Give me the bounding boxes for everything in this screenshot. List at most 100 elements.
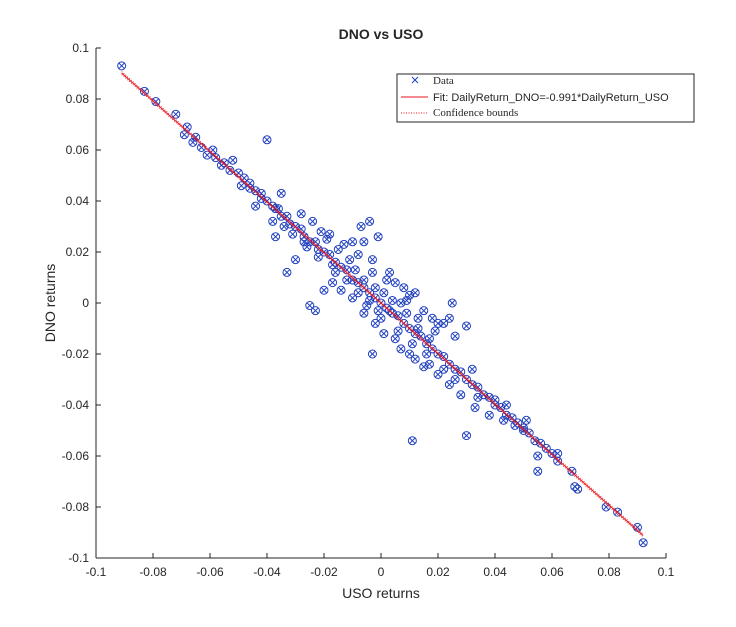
y-tick-label: 0.02: [66, 245, 90, 259]
data-point: [373, 232, 383, 242]
data-point: [427, 313, 437, 323]
fit-layer: [121, 71, 644, 538]
data-point: [282, 267, 292, 277]
data-point: [348, 237, 357, 247]
data-point: [638, 538, 648, 548]
y-tick-label: 0.1: [72, 41, 89, 55]
data-point: [236, 181, 246, 191]
legend-bounds-label: Confidence bounds: [433, 107, 518, 119]
x-axis-ticks: -0.1 -0.08 -0.06 -0.04 -0.02 0 0.02 0.04 0.06 0.0…: [86, 553, 675, 579]
data-point: [191, 132, 201, 142]
data-point: [521, 415, 531, 425]
data-point: [276, 188, 286, 198]
data-point: [376, 313, 386, 323]
legend-fit-label: Fit: DailyReturn_DNO=-0.991*DailyReturn_…: [433, 92, 669, 104]
data-point: [519, 423, 528, 433]
data-point: [336, 285, 346, 295]
x-tick-label: 0.04: [483, 565, 507, 579]
data-point: [296, 209, 306, 219]
data-point: [325, 229, 335, 239]
data-point: [367, 255, 377, 265]
data-point: [413, 313, 423, 323]
data-point: [370, 283, 380, 293]
data-point: [405, 349, 414, 359]
data-point: [328, 278, 338, 288]
data-point: [353, 288, 363, 298]
x-tick-label: -0.08: [139, 565, 167, 579]
data-point: [379, 329, 389, 339]
x-axis-label: USO returns: [342, 585, 420, 601]
data-point: [402, 308, 412, 318]
data-point: [433, 369, 443, 379]
data-point: [519, 426, 528, 435]
data-point: [373, 306, 383, 316]
data-point: [225, 165, 235, 175]
y-tick-label: -0.06: [62, 449, 90, 463]
data-point: [379, 288, 389, 298]
data-point: [444, 313, 454, 323]
y-tick-label: 0.06: [66, 143, 90, 157]
fit-line: [121, 72, 644, 536]
data-point: [359, 275, 369, 285]
legend-data-label: Data: [433, 75, 454, 87]
data-point: [319, 285, 329, 295]
data-point: [396, 298, 406, 308]
data-point: [407, 339, 417, 349]
x-tick-label: 0: [378, 565, 385, 579]
x-tick-label: -0.04: [253, 565, 281, 579]
y-tick-label: 0.04: [66, 194, 90, 208]
data-point: [228, 155, 238, 165]
data-point: [439, 318, 449, 328]
data-point: [291, 255, 300, 265]
data-point: [439, 364, 449, 374]
data-point: [467, 364, 477, 374]
x-tick-label: -0.1: [86, 565, 107, 579]
data-point: [202, 150, 212, 160]
data-point: [393, 326, 403, 336]
data-point: [499, 415, 509, 425]
data-point: [444, 380, 454, 390]
x-tick-label: -0.02: [310, 565, 338, 579]
data-point: [310, 306, 320, 316]
data-point: [188, 137, 198, 147]
data-point: [356, 222, 366, 231]
data-point: [179, 130, 189, 140]
data-point: [390, 278, 400, 288]
y-axis-label: DNO returns: [42, 264, 58, 343]
data-point: [407, 436, 417, 446]
data-point: [450, 331, 460, 341]
data-point: [573, 484, 583, 494]
data-point: [410, 354, 420, 364]
data-point: [279, 222, 289, 231]
data-point: [390, 334, 400, 344]
data-point: [473, 392, 483, 402]
data-point: [362, 301, 372, 311]
data-point: [447, 298, 457, 308]
chart-title: DNO vs USO: [339, 26, 424, 42]
legend-data-marker-icon: [411, 76, 419, 84]
data-point: [288, 229, 298, 239]
y-tick-label: -0.04: [62, 398, 90, 412]
data-point: [305, 301, 315, 311]
data-point: [462, 321, 471, 331]
data-point: [348, 293, 357, 303]
data-point: [328, 260, 338, 270]
data-point: [501, 400, 511, 410]
data-point: [399, 283, 409, 293]
y-tick-label: 0: [82, 296, 89, 310]
data-point: [322, 234, 332, 244]
legend: Data Fit: DailyReturn_DNO=-0.991*DailyRe…: [396, 73, 695, 123]
data-point: [382, 275, 392, 285]
data-point: [484, 410, 494, 420]
data-point: [533, 466, 543, 476]
data-point: [339, 239, 349, 249]
data-point: [268, 216, 278, 226]
data-point: [350, 265, 360, 275]
data-point: [553, 448, 563, 458]
data-point: [359, 237, 369, 247]
data-point: [387, 295, 397, 305]
data-point: [359, 308, 369, 318]
data-point: [450, 375, 460, 384]
data-point: [470, 403, 480, 413]
data-point: [313, 252, 323, 262]
